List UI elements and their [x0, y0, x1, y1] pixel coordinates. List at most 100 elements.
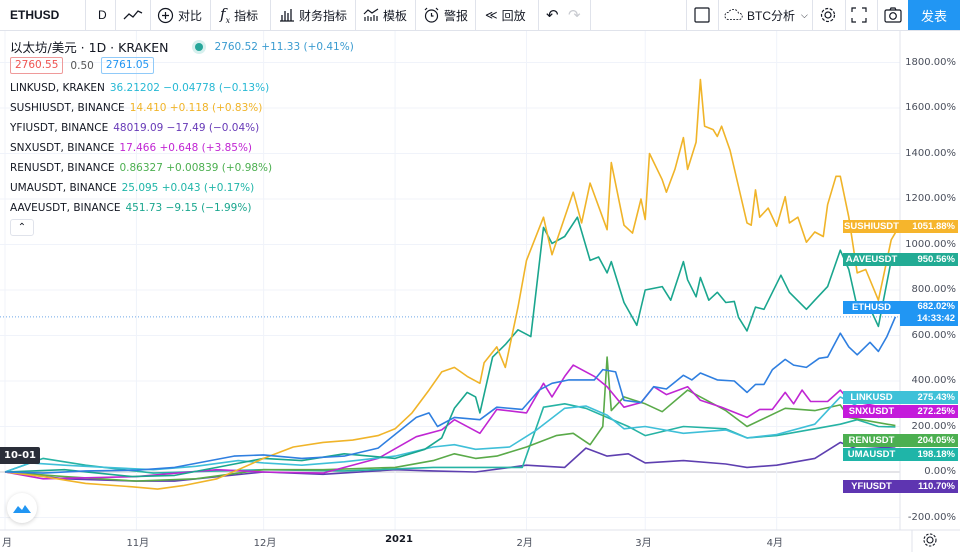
replay-label: 回放: [501, 8, 526, 23]
market-status-icon: [194, 42, 203, 51]
x-tick-label: 月: [2, 538, 12, 549]
main-series-title[interactable]: 以太坊/美元 · 1D · KRAKEN: [10, 40, 169, 55]
templates-button[interactable]: 模板: [363, 0, 407, 30]
legend-symbol: LINKUSD, KRAKEN: [10, 82, 105, 94]
templates-label: 模板: [383, 8, 408, 23]
legend-row[interactable]: SNXUSDT, BINANCE 17.466 +0.648 (+3.85%): [10, 142, 252, 154]
financials-label: 财务指标: [299, 8, 348, 23]
undo-icon: ↶: [546, 7, 559, 24]
undo-button[interactable]: ↶: [546, 0, 559, 30]
legend-row[interactable]: AAVEUSDT, BINANCE 451.73 −9.15 (−1.99%): [10, 202, 251, 214]
y-tick-label: 800.00%: [911, 284, 957, 295]
chevron-up-icon: ⌃: [17, 222, 27, 233]
series-price-tag: AAVEUSDT 950.56%: [843, 253, 958, 266]
publish-button[interactable]: 发表: [908, 0, 960, 30]
interval-label: D: [98, 8, 107, 22]
gear-icon: [923, 533, 937, 547]
series-line-ethusd[interactable]: [4, 316, 897, 474]
chart-type-button[interactable]: [123, 0, 143, 30]
bid-price[interactable]: 2760.55: [10, 57, 64, 74]
legend-quote: 14.410 +0.118 (+0.83%): [129, 102, 263, 114]
y-tick-label: 600.00%: [911, 329, 957, 341]
financials-button[interactable]: 财务指标: [279, 0, 347, 30]
snapshot-button[interactable]: [884, 0, 902, 30]
symbol-search-button[interactable]: ETHUSD: [10, 0, 59, 30]
alert-label: 警报: [444, 8, 469, 23]
series-tag-value: 198.18%: [900, 448, 958, 461]
series-line-aaveusdt[interactable]: [4, 216, 896, 478]
rewind-icon: ≪: [485, 8, 498, 22]
ask-price[interactable]: 2761.05: [100, 57, 155, 74]
x-tick-label: 4月: [766, 538, 784, 549]
x-tick-label: 3月: [635, 538, 652, 549]
legend-row[interactable]: LINKUSD, KRAKEN 36.21202 −0.04778 (−0.13%…: [10, 82, 269, 94]
time-axis-settings-button[interactable]: [922, 532, 938, 552]
legend-symbol: UMAUSDT, BINANCE: [10, 182, 117, 194]
series-tag-value: 682.02% 14:33:42: [900, 301, 958, 326]
y-tick-label: 1600.00%: [905, 102, 956, 113]
legend-row[interactable]: RENUSDT, BINANCE 0.86327 +0.00839 (+0.98%…: [10, 162, 272, 174]
legend-quote: 48019.09 −17.49 (−0.04%): [113, 122, 260, 134]
indicators-label: 指标: [234, 8, 259, 23]
grid: [0, 31, 900, 530]
redo-icon: ↷: [568, 7, 581, 24]
collapse-legend-button[interactable]: ⌃: [10, 219, 34, 236]
bid-ask-row: 2760.55 0.50 2761.05: [10, 57, 155, 74]
series-last-value: 275.43%: [917, 392, 955, 403]
interval-button[interactable]: D: [98, 0, 107, 30]
square-icon: [694, 7, 710, 23]
chevron-down-icon: ⌵: [801, 9, 808, 20]
series-line-sushiusdt[interactable]: [4, 78, 897, 490]
series-price-tag: LINKUSD 275.43%: [843, 391, 958, 404]
series-line-snxusdt[interactable]: [4, 364, 896, 480]
legend-row[interactable]: UMAUSDT, BINANCE 25.095 +0.043 (+0.17%): [10, 182, 254, 194]
spread-value: 0.50: [70, 59, 94, 72]
indicators-button[interactable]: fx 指标: [220, 0, 258, 30]
legend-quote: 17.466 +0.648 (+3.85%): [119, 142, 253, 154]
tradingview-logo[interactable]: [7, 493, 37, 523]
compare-button[interactable]: 对比: [157, 0, 202, 30]
series-price-tag: SNXUSDT 272.25%: [843, 405, 958, 418]
layout-menu-button[interactable]: BTC分析 ⌵: [724, 0, 808, 30]
settings-button[interactable]: [819, 0, 837, 30]
alert-button[interactable]: 警报: [423, 0, 468, 30]
series-tag-name: RENUSDT: [843, 434, 900, 447]
date-tooltip: 10-01: [0, 447, 40, 464]
cloud-icon: [724, 8, 743, 20]
legend-symbol: SUSHIUSDT, BINANCE: [10, 102, 125, 114]
function-icon: fx: [220, 5, 231, 25]
series-last-value: 950.56%: [917, 254, 955, 265]
x-tick-label: 2021: [385, 534, 413, 545]
y-tick-label: 400.00%: [911, 375, 957, 386]
series-line-yfiusdt[interactable]: [4, 441, 896, 482]
series-line-renusdt[interactable]: [4, 356, 896, 482]
legend-quote: 25.095 +0.043 (+0.17%): [121, 182, 255, 194]
legend-quote: 451.73 −9.15 (−1.99%): [125, 202, 252, 214]
series-tag-name: SNXUSDT: [843, 405, 900, 418]
series-tag-value: 1051.88%: [900, 220, 958, 233]
y-tick-label: 1200.00%: [905, 193, 956, 204]
series-price-tag: YFIUSDT 110.70%: [843, 480, 958, 493]
series-line-linkusd[interactable]: [4, 396, 896, 473]
main-series-header: 以太坊/美元 · 1D · KRAKEN 2760.52 +11.33 (+0.…: [10, 37, 354, 56]
series-line-umausdt[interactable]: [4, 402, 896, 474]
legend-row[interactable]: SUSHIUSDT, BINANCE 14.410 +0.118 (+0.83%): [10, 102, 262, 114]
bar-chart-icon: [280, 9, 294, 22]
main-series-quote: 2760.52 +11.33 (+0.41%): [214, 40, 354, 53]
series-tag-value: 950.56%: [900, 253, 958, 266]
y-tick-label: 0.00%: [924, 466, 956, 477]
y-tick-label: 1800.00%: [905, 56, 956, 68]
series-last-value: 1051.88%: [912, 221, 955, 232]
x-tick-label: 2月: [516, 538, 533, 549]
legend-row[interactable]: YFIUSDT, BINANCE 48019.09 −17.49 (−0.04%): [10, 122, 259, 134]
x-tick-label: 11月: [126, 538, 150, 549]
y-tick-label: 1400.00%: [905, 147, 956, 159]
replay-button[interactable]: ≪ 回放: [485, 0, 526, 30]
fullscreen-button[interactable]: [851, 0, 867, 30]
redo-button[interactable]: ↷: [568, 0, 581, 30]
camera-icon: [884, 7, 902, 23]
alarm-clock-icon: [424, 7, 439, 23]
layout-toggle-button[interactable]: [694, 0, 710, 30]
series-last-value: 272.25%: [917, 406, 955, 417]
